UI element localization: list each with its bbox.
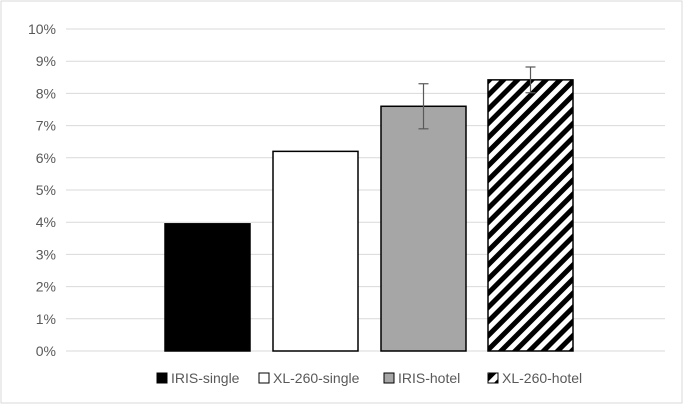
legend-label: XL-260-single xyxy=(273,370,360,386)
legend-swatch-xl-260-hotel xyxy=(487,372,499,384)
y-tick-label: 1% xyxy=(36,311,56,327)
legend-label: XL-260-hotel xyxy=(502,370,582,386)
y-tick-label: 2% xyxy=(36,279,56,295)
y-tick-label: 3% xyxy=(36,246,56,262)
legend-swatch-xl-260-single xyxy=(258,372,270,384)
y-axis-tick-labels: 0% 1% 2% 3% 4% 5% 6% 7% 8% 9% 10% xyxy=(28,21,56,359)
bar-xl-260-hotel xyxy=(487,79,574,352)
bars xyxy=(164,79,574,352)
bar-xl-260-single xyxy=(272,150,359,352)
y-tick-label: 7% xyxy=(36,118,56,134)
y-tick-label: 5% xyxy=(36,182,56,198)
legend-label: IRIS-hotel xyxy=(398,370,460,386)
y-tick-label: 9% xyxy=(36,53,56,69)
y-tick-label: 8% xyxy=(36,85,56,101)
error-bars xyxy=(418,66,536,130)
legend-swatch-iris-single xyxy=(156,372,168,384)
y-tick-label: 10% xyxy=(28,21,56,37)
legend-swatch-iris-hotel xyxy=(383,372,395,384)
bar-iris-single xyxy=(164,223,251,352)
y-tick-label: 6% xyxy=(36,150,56,166)
bar-iris-hotel xyxy=(380,105,467,352)
y-tick-label: 4% xyxy=(36,214,56,230)
legend-label: IRIS-single xyxy=(171,370,240,386)
legend: IRIS-single XL-260-single IRIS-hotel XL-260… xyxy=(156,370,582,386)
y-tick-label: 0% xyxy=(36,343,56,359)
